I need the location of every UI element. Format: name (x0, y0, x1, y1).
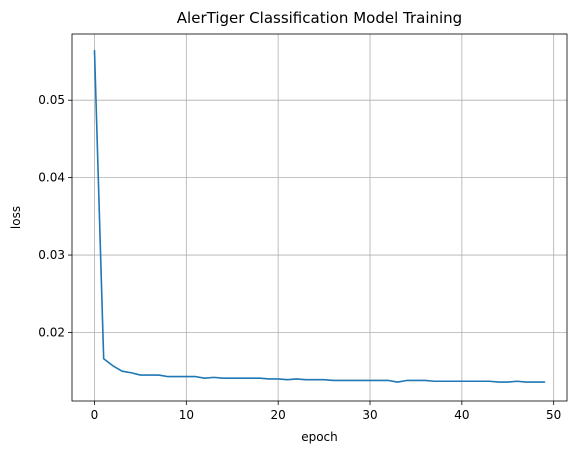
chart-title: AlerTiger Classification Model Training (177, 9, 462, 27)
x-tick-label: 10 (179, 408, 194, 422)
x-tick-label: 30 (362, 408, 377, 422)
x-tick-label: 20 (271, 408, 286, 422)
x-tick-label: 0 (91, 408, 99, 422)
loss-series-line (93, 49, 546, 383)
x-axis-label: epoch (301, 430, 338, 444)
x-tick-label: 40 (454, 408, 469, 422)
y-tick-label: 0.05 (38, 93, 65, 107)
y-tick-label: 0.03 (38, 248, 65, 262)
grid (72, 34, 567, 401)
plot-frame (71, 33, 568, 402)
ticks: 0 10 20 30 40 50 0.02 0.03 0.04 0.05 (38, 93, 561, 422)
series-layer (93, 49, 546, 383)
x-tick-label: 50 (546, 408, 561, 422)
y-tick-label: 0.04 (38, 171, 65, 185)
y-tick-label: 0.02 (38, 325, 65, 339)
y-axis-label: loss (9, 206, 23, 229)
